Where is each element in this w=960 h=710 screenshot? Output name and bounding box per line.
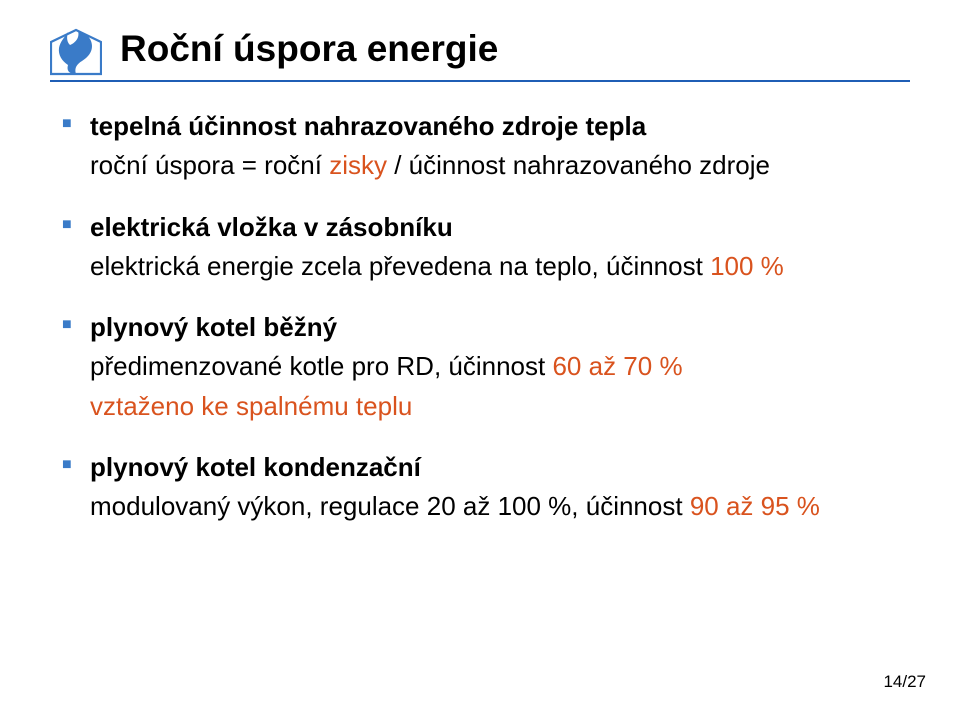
bullet-text-before: roční úspora = roční bbox=[90, 150, 329, 180]
bullet-text-after: / účinnost nahrazovaného zdroje bbox=[387, 150, 770, 180]
slide: Roční úspora energie tepelná účinnost na… bbox=[0, 0, 960, 710]
bullet-heading: plynový kotel běžný bbox=[90, 311, 910, 344]
logo-icon bbox=[50, 28, 102, 76]
highlight-text: zisky bbox=[329, 150, 387, 180]
highlight-text: 100 % bbox=[710, 251, 784, 281]
bullet-item: plynový kotel kondenzační modulovaný výko… bbox=[62, 451, 910, 524]
bullet-text-before: modulovaný výkon, regulace 20 až 100 %, … bbox=[90, 491, 690, 521]
bullet-item: tepelná účinnost nahrazovaného zdroje te… bbox=[62, 110, 910, 183]
bullet-item: elektrická vložka v zásobníku elektrická … bbox=[62, 211, 910, 284]
bullet-text-before: předimenzované kotle pro RD, účinnost bbox=[90, 351, 552, 381]
bullet-subtext: elektrická energie zcela převedena na te… bbox=[90, 250, 910, 283]
bullet-heading: tepelná účinnost nahrazovaného zdroje te… bbox=[90, 110, 910, 143]
bullet-item: plynový kotel běžný předimenzované kotle … bbox=[62, 311, 910, 423]
header: Roční úspora energie bbox=[50, 28, 910, 76]
bullet-heading: plynový kotel kondenzační bbox=[90, 451, 910, 484]
bullet-text-before: elektrická energie zcela převedena na te… bbox=[90, 251, 710, 281]
bullet-extra-line: vztaženo ke spalnému teplu bbox=[90, 390, 910, 423]
horizontal-rule bbox=[50, 80, 910, 82]
page-title: Roční úspora energie bbox=[120, 28, 498, 70]
page-number: 14/27 bbox=[883, 672, 926, 692]
highlight-text: 60 až 70 % bbox=[552, 351, 682, 381]
bullet-subtext: roční úspora = roční zisky / účinnost na… bbox=[90, 149, 910, 182]
bullet-subtext: předimenzované kotle pro RD, účinnost 60… bbox=[90, 350, 910, 383]
bullet-heading: elektrická vložka v zásobníku bbox=[90, 211, 910, 244]
bullet-subtext: modulovaný výkon, regulace 20 až 100 %, … bbox=[90, 490, 910, 523]
bullet-list: tepelná účinnost nahrazovaného zdroje te… bbox=[62, 110, 910, 523]
highlight-text: 90 až 95 % bbox=[690, 491, 820, 521]
